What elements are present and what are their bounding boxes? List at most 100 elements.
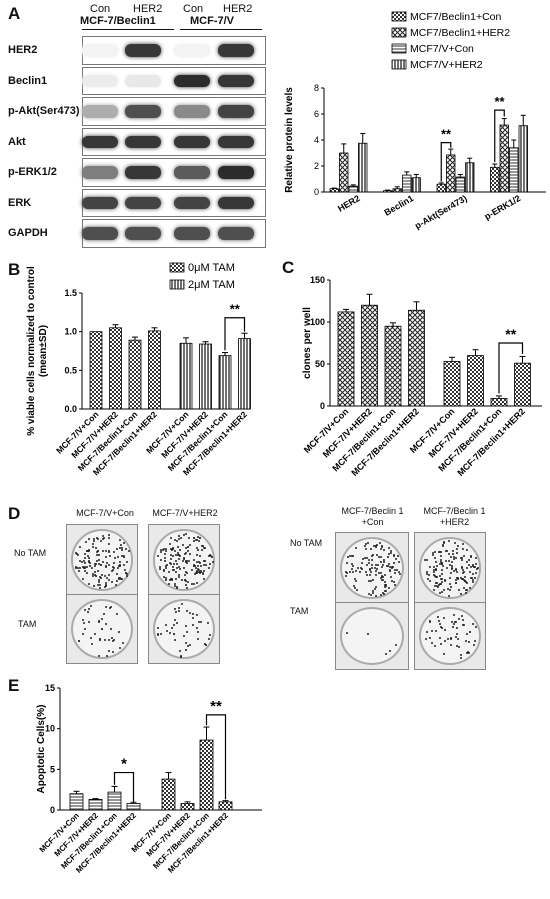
lane-label: HER2 bbox=[223, 3, 253, 15]
colony bbox=[110, 636, 113, 639]
colony bbox=[381, 565, 384, 568]
y-tick-label: 0.0 bbox=[64, 404, 77, 414]
colony bbox=[456, 633, 459, 636]
colony bbox=[389, 565, 392, 568]
colony bbox=[76, 553, 79, 556]
colony bbox=[177, 574, 180, 577]
colony bbox=[447, 540, 450, 543]
dish-rim bbox=[340, 607, 404, 665]
colony bbox=[369, 574, 372, 577]
colony bbox=[440, 582, 443, 585]
colony bbox=[370, 593, 373, 596]
colony bbox=[173, 608, 176, 611]
colony bbox=[107, 551, 110, 554]
colony bbox=[172, 568, 175, 571]
colony bbox=[110, 569, 113, 572]
colony bbox=[94, 571, 97, 574]
colony bbox=[434, 551, 437, 554]
bar bbox=[436, 183, 446, 193]
colony bbox=[101, 537, 104, 540]
colony bbox=[460, 565, 463, 568]
group-label-vector: MCF-7/V bbox=[190, 15, 234, 27]
colony bbox=[440, 625, 443, 628]
colony bbox=[380, 555, 383, 558]
colony bbox=[452, 613, 455, 616]
colony bbox=[174, 583, 177, 586]
colony bbox=[187, 545, 190, 548]
colony bbox=[176, 567, 179, 570]
colony bbox=[374, 573, 377, 576]
colony bbox=[89, 564, 92, 567]
colony bbox=[460, 557, 463, 560]
colony bbox=[98, 584, 101, 587]
colony bbox=[184, 561, 187, 564]
colony bbox=[202, 560, 205, 562]
colony bbox=[159, 568, 162, 571]
colony bbox=[436, 585, 439, 588]
blot-band bbox=[218, 44, 254, 57]
colony bbox=[157, 626, 160, 629]
colony bbox=[199, 561, 202, 564]
colony bbox=[386, 565, 389, 568]
colony bbox=[374, 594, 377, 597]
colony bbox=[428, 566, 431, 569]
colony bbox=[119, 563, 122, 566]
y-tick-label: 6 bbox=[314, 109, 319, 119]
colony bbox=[471, 580, 474, 583]
colony bbox=[371, 566, 374, 569]
colony bbox=[382, 564, 385, 567]
colony bbox=[435, 569, 438, 572]
colony bbox=[475, 563, 478, 566]
colony bbox=[125, 572, 128, 575]
colony bbox=[439, 582, 442, 585]
bar bbox=[161, 778, 176, 811]
colony bbox=[380, 572, 383, 575]
colony bbox=[451, 625, 454, 628]
colony bbox=[455, 626, 458, 629]
colony bbox=[85, 549, 88, 552]
colony bbox=[460, 567, 463, 570]
colony bbox=[477, 566, 480, 569]
panel-label-a: A bbox=[8, 4, 21, 23]
colony bbox=[372, 592, 375, 595]
blot-band bbox=[218, 74, 254, 87]
colony bbox=[107, 537, 110, 540]
colony bbox=[156, 632, 159, 635]
colony bbox=[168, 582, 171, 585]
colony bbox=[88, 562, 91, 565]
colony bbox=[182, 634, 185, 637]
colony bbox=[207, 566, 210, 569]
colony bbox=[174, 611, 177, 614]
colony bbox=[454, 578, 457, 581]
y-tick-label: 0 bbox=[314, 187, 319, 197]
colony bbox=[353, 578, 356, 581]
y-tick-label: 4 bbox=[314, 135, 319, 145]
colony bbox=[455, 569, 458, 572]
colony bbox=[456, 570, 459, 573]
colony bbox=[160, 632, 163, 635]
group-underline bbox=[82, 29, 174, 30]
colony bbox=[460, 657, 463, 660]
colony bbox=[382, 576, 385, 578]
colony bbox=[91, 545, 94, 548]
colony bbox=[75, 567, 78, 570]
colony bbox=[179, 655, 182, 658]
colony bbox=[434, 575, 437, 578]
colony bbox=[74, 565, 77, 568]
colony bbox=[115, 548, 118, 551]
bar bbox=[89, 331, 103, 410]
colony bbox=[182, 560, 185, 563]
colony bbox=[202, 577, 205, 580]
colony bbox=[111, 650, 114, 653]
colony bbox=[113, 551, 116, 554]
colony bbox=[103, 575, 106, 578]
colony bbox=[91, 543, 94, 546]
colony bbox=[119, 543, 122, 546]
colony bbox=[466, 566, 469, 569]
significance-label: * bbox=[121, 756, 127, 773]
colony bbox=[464, 639, 467, 642]
colony bbox=[178, 534, 180, 537]
dish-rim bbox=[71, 529, 133, 591]
colony bbox=[474, 577, 477, 580]
